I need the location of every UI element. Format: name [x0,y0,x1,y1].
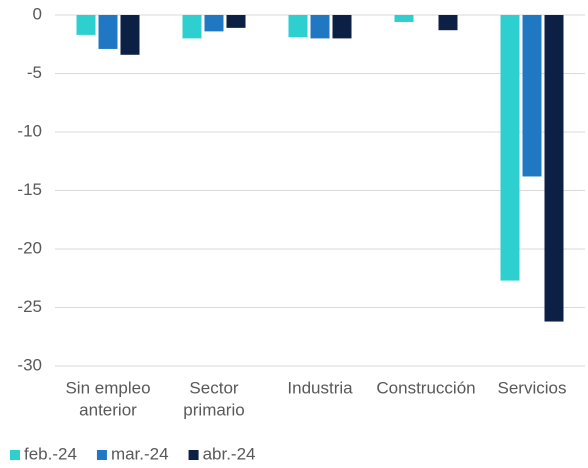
x-tick-label: Industria [287,378,353,397]
x-tick-label: anterior [79,400,137,419]
y-tick-label: -10 [17,121,42,140]
bar [394,15,414,23]
bar [204,15,224,32]
bar [226,15,246,28]
bar [500,15,520,281]
legend-label: mar.-24 [111,444,169,463]
legend-swatch [96,450,107,460]
bar [120,15,140,55]
y-tick-label: -5 [27,63,42,82]
y-tick-label: 0 [33,4,42,23]
x-tick-label: Construcción [376,378,475,397]
legend-label: abr.-24 [203,444,256,463]
y-tick-label: -20 [17,238,42,257]
bar [544,15,564,322]
bar [332,15,352,39]
y-tick-label: -25 [17,297,42,316]
bar [76,15,96,35]
bar [438,15,458,31]
x-tick-label: Sin empleo [65,378,150,397]
y-tick-label: -30 [17,355,42,374]
bar [288,15,308,38]
legend-swatch [188,450,199,460]
x-tick-label: primario [183,400,244,419]
legend-swatch [10,450,20,460]
bar [182,15,202,39]
bar [310,15,330,39]
x-tick-label: Servicios [498,378,567,397]
legend-label: feb.-24 [24,444,77,463]
bar [98,15,118,49]
bar [522,15,542,177]
y-tick-label: -15 [17,180,42,199]
x-tick-label: Sector [189,378,238,397]
